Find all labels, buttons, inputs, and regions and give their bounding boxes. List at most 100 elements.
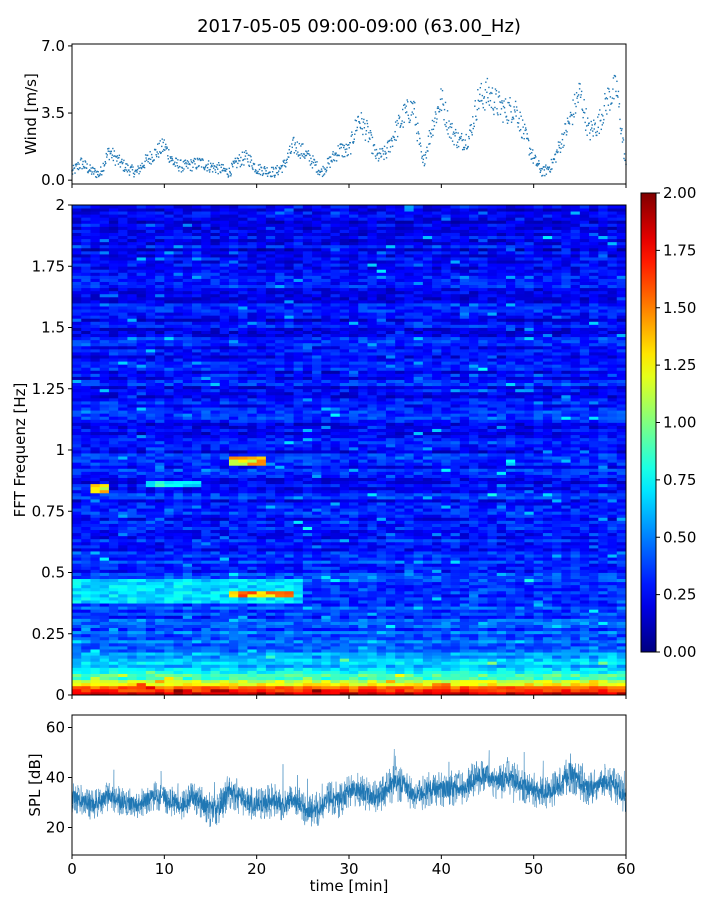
wind-point — [552, 161, 554, 164]
spectrogram-cell — [238, 590, 248, 595]
spectrogram-cell — [321, 615, 331, 619]
spectrogram-cell — [127, 554, 138, 558]
spectrogram-cell — [561, 615, 571, 619]
wind-point — [508, 104, 511, 106]
wind-point — [156, 151, 158, 153]
spectrogram-cell — [312, 639, 322, 644]
wind-point — [471, 131, 473, 134]
spectrogram-cell — [395, 597, 405, 601]
spectrogram-cell — [432, 609, 442, 613]
spectrogram-cell — [219, 624, 230, 629]
spectrogram-cell — [219, 593, 230, 598]
spectrogram-cell — [496, 667, 507, 671]
spectrogram-cell — [173, 615, 184, 619]
wind-point — [488, 86, 490, 89]
spectrogram-cell — [616, 499, 627, 503]
spectrogram-cell — [275, 609, 285, 613]
spectrogram-cell — [312, 554, 322, 558]
spectrogram-cell — [349, 661, 359, 665]
spectrogram-cell — [312, 667, 322, 671]
spectrogram-cell — [275, 627, 285, 632]
spectrogram-cell — [496, 609, 507, 613]
wind-point — [521, 119, 524, 121]
spectrogram-cell — [228, 569, 239, 573]
spectrogram-cell — [127, 575, 138, 580]
spectrogram-cell — [385, 505, 396, 509]
wind-point — [499, 113, 502, 116]
spectrogram-cell — [155, 529, 165, 534]
spectrogram-cell — [118, 514, 128, 518]
spectrogram-cell — [459, 603, 470, 607]
spectrogram-cell — [598, 685, 608, 690]
wind-point — [371, 136, 374, 139]
spectrogram-cell — [395, 633, 405, 638]
wind-point — [581, 108, 583, 110]
spectrogram-cell — [422, 600, 433, 604]
spectrogram-cell — [422, 627, 433, 632]
wind-point — [488, 104, 491, 106]
spectrogram-cell — [385, 636, 396, 641]
spectrogram-cell — [228, 649, 239, 653]
spectrogram-cell — [136, 630, 147, 635]
wind-point — [158, 156, 160, 158]
spectrogram-cell — [450, 633, 461, 638]
spectrogram-cell — [441, 630, 451, 635]
spectrogram-cell — [321, 655, 331, 659]
wind-point — [386, 147, 388, 149]
spectrogram-cell — [302, 639, 313, 644]
spectrogram-cell — [607, 679, 618, 684]
spectrogram-cell — [515, 538, 525, 543]
spectrogram-cell — [422, 639, 433, 644]
spectrogram-cell — [542, 646, 553, 650]
wind-point — [603, 118, 605, 121]
spectrogram-cell — [275, 590, 285, 595]
wind-point — [590, 129, 592, 131]
spectrogram-cell — [118, 600, 128, 604]
spectrogram-cell — [275, 679, 285, 684]
spectrogram-cell — [404, 523, 415, 527]
spectrogram-cell — [450, 676, 461, 681]
wind-point — [150, 153, 153, 156]
wind-point — [275, 167, 277, 170]
spectrogram-cell — [376, 612, 387, 616]
spectrogram-cell — [72, 517, 82, 521]
wind-point — [115, 156, 118, 158]
spectrogram-cell — [542, 679, 553, 684]
spectrogram-cell — [145, 612, 156, 616]
spectrogram-cell — [450, 615, 461, 619]
wind-point — [589, 138, 591, 141]
spectrogram-cell — [496, 664, 507, 668]
spectrogram-cell — [524, 667, 535, 671]
wind-point — [601, 124, 604, 126]
spectrogram-cell — [118, 603, 128, 607]
spectrogram-cell — [302, 569, 313, 573]
spectrogram-cell — [72, 587, 82, 592]
spectrogram-cell — [616, 544, 627, 549]
spectrogram-cell — [478, 566, 488, 570]
spectrogram-cell — [607, 535, 618, 540]
spectrogram-cell — [487, 575, 498, 580]
wind-point — [157, 143, 159, 145]
spectrogram-cell — [173, 544, 184, 549]
wind-point — [93, 171, 95, 173]
spectrogram-cell — [339, 593, 350, 598]
spectrogram-cell — [505, 557, 516, 561]
wind-point — [614, 75, 616, 77]
spectrogram-cell — [321, 544, 331, 549]
spectrogram-cell — [589, 633, 599, 638]
spectrogram-cell — [219, 529, 230, 534]
wind-point — [309, 154, 311, 157]
spectrogram-cell — [321, 673, 331, 678]
spectrogram-cell — [349, 578, 359, 583]
spectrogram-cell — [99, 584, 110, 589]
spectrogram-cell — [607, 646, 618, 650]
wind-point — [236, 166, 238, 169]
spectrogram-cell — [238, 615, 248, 619]
spectrogram-cell — [367, 636, 378, 641]
spectrogram-cell — [99, 548, 110, 552]
spectrogram-cell — [108, 636, 119, 641]
wind-point — [451, 140, 454, 142]
spectrogram-cell — [542, 609, 553, 613]
spectrogram-cell — [312, 636, 322, 641]
wind-point — [81, 167, 83, 170]
